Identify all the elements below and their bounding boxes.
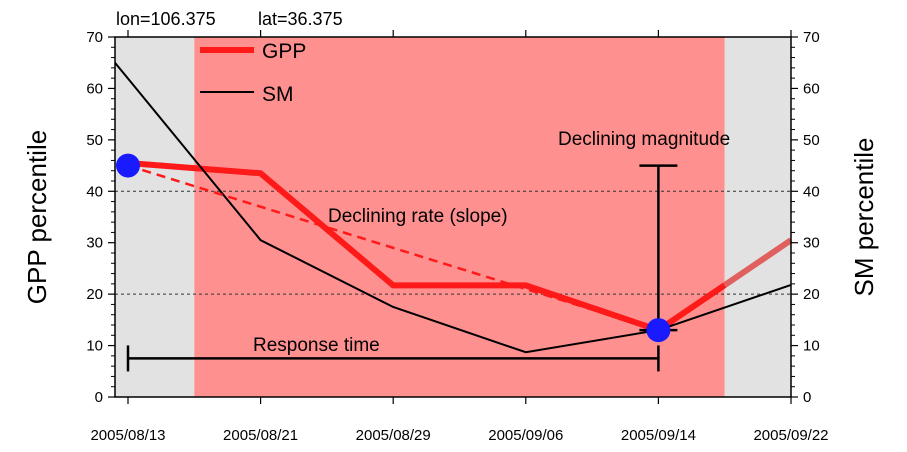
legend-gpp-label: GPP xyxy=(262,40,306,63)
x-tick-label: 2005/08/21 xyxy=(223,427,298,444)
series-lines xyxy=(114,62,793,354)
y-right-tick-label: 10 xyxy=(803,338,820,355)
y-axis-left-title: GPP percentile xyxy=(22,130,52,304)
y-right-tick-label: 40 xyxy=(803,183,820,200)
gpp-line-tail xyxy=(723,237,793,288)
declining-magnitude-label: Declining magnitude xyxy=(558,129,730,150)
header-lat: lat=36.375 xyxy=(258,9,343,29)
header-lon: lon=106.375 xyxy=(116,9,216,29)
annotation-marks xyxy=(116,153,678,372)
y-left-tick-label: 10 xyxy=(86,338,103,355)
y-left-tick-label: 60 xyxy=(86,80,103,97)
gpp-line xyxy=(127,160,727,334)
y-right-tick-label: 0 xyxy=(803,389,811,406)
legend-sm-label: SM xyxy=(262,83,294,106)
x-tick-label: 2005/09/06 xyxy=(488,427,563,444)
x-tick-label: 2005/08/13 xyxy=(90,427,165,444)
x-tick-label: 2005/09/14 xyxy=(621,427,696,444)
shaded-period-2 xyxy=(724,37,791,397)
y-right-tick-label: 20 xyxy=(803,286,820,303)
marker-1 xyxy=(646,318,671,343)
y-left-tick-label: 0 xyxy=(95,389,103,406)
sm-line xyxy=(114,62,792,354)
y-axis-right-title: SM percentile xyxy=(849,138,879,297)
y-left-tick-label: 70 xyxy=(86,29,103,46)
y-left-tick-label: 30 xyxy=(86,235,103,252)
axes: 0 0 10 10 20 20 30 30 40 40 50 50 60 60 70 70 2005/08/13… xyxy=(86,29,828,444)
legend: GPP SM xyxy=(200,40,306,106)
plot-frame xyxy=(114,36,792,398)
shaded-periods xyxy=(115,37,791,397)
declining-rate-label: Declining rate (slope) xyxy=(328,206,508,227)
y-left-tick-label: 20 xyxy=(86,286,103,303)
x-tick-label: 2005/08/29 xyxy=(356,427,431,444)
reference-lines xyxy=(115,190,791,295)
marker-0 xyxy=(116,153,140,178)
response-time-label: Response time xyxy=(253,335,380,356)
shaded-period-1 xyxy=(194,37,725,397)
y-left-tick-label: 50 xyxy=(86,132,103,149)
slope-line xyxy=(127,164,659,332)
x-tick-label: 2005/09/22 xyxy=(753,427,828,444)
y-right-tick-label: 60 xyxy=(803,80,820,97)
y-right-tick-label: 30 xyxy=(803,235,820,252)
y-right-tick-label: 50 xyxy=(803,132,820,149)
y-left-tick-label: 40 xyxy=(86,183,103,200)
y-right-tick-label: 70 xyxy=(803,29,820,46)
shaded-period-0 xyxy=(115,37,195,397)
